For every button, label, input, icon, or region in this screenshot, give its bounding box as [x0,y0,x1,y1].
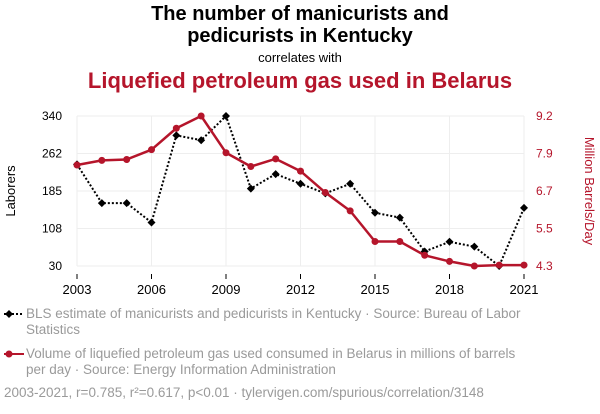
x-tick-label: 2012 [286,282,315,297]
point-lpg [197,112,205,120]
x-tick-label: 2009 [212,282,241,297]
point-lpg [172,124,180,132]
legend-dotted-diamond-icon [4,310,24,318]
point-manicurists [271,170,280,179]
point-manicurists [222,112,230,120]
point-manicurists [395,213,404,222]
y-tick-label-right: 9.2 [536,109,553,123]
y-tick-label-left: 30 [49,259,63,273]
x-tick-label: 2018 [435,282,464,297]
series-lpg [73,112,528,270]
x-tick-label: 2003 [63,282,92,297]
point-lpg [446,257,453,265]
point-manicurists [371,208,379,217]
chart-title-line-4: Liquefied petroleum gas used in Belarus [87,68,513,93]
point-lpg [470,262,478,270]
point-lpg [148,146,155,154]
point-manicurists [520,203,528,212]
y-tick-label-right: 4.3 [536,259,553,273]
point-lpg [495,261,503,269]
point-lpg [421,251,429,259]
point-lpg [297,167,304,175]
point-lpg [346,207,354,215]
point-lpg [123,155,131,163]
y-tick-label-right: 5.5 [536,222,553,236]
axes: 340 9.2 262 7.9 185 6.7 108 5.5 30 4.3 2003 2006 200… [3,109,597,297]
point-manicurists [470,242,479,251]
x-tick-label: 2006 [137,282,166,297]
y-tick-label-right: 7.9 [536,147,553,161]
y-tick-label-left: 262 [42,147,62,161]
x-tick-label: 2015 [361,282,390,297]
correlates-with-label: correlates with [258,50,342,65]
footer-stats: 2003-2021, r=0.785, r²=0.617, p<0.01 · t… [4,385,484,400]
gridlines [76,115,525,267]
legend-text-lpg: Volume of liquefied petroleum gas used c… [26,346,516,377]
point-manicurists [296,179,305,188]
y-tick-label-left: 185 [42,184,62,198]
point-lpg [247,163,255,171]
chart-title-line-2: pedicurists in Kentucky [187,25,413,47]
point-manicurists [445,237,454,246]
point-lpg [396,238,404,246]
x-tick-label: 2021 [510,282,539,297]
y-axis-label-right: Million Barrels/Day [582,137,597,246]
point-manicurists [346,179,355,188]
point-lpg [371,238,379,246]
point-lpg [321,189,329,197]
point-manicurists [97,199,106,208]
point-manicurists [147,218,156,227]
point-lpg [73,161,81,169]
y-tick-label-right: 6.7 [536,184,553,198]
point-manicurists [197,136,206,145]
point-lpg [272,155,280,163]
point-manicurists [172,131,181,140]
point-manicurists [122,199,131,208]
y-tick-label-left: 340 [42,109,62,123]
y-tick-label-left: 108 [42,222,62,236]
legend-text-manicurists: BLS estimate of manicurists and pedicuri… [26,306,521,337]
legend-line-circle-icon [4,350,24,358]
point-manicurists [246,184,255,193]
point-lpg [520,261,528,269]
y-axis-label-left: Laborers [3,165,18,217]
point-lpg [222,149,230,157]
chart-title-line-1: The number of manicurists and [151,3,449,25]
point-lpg [98,156,106,164]
